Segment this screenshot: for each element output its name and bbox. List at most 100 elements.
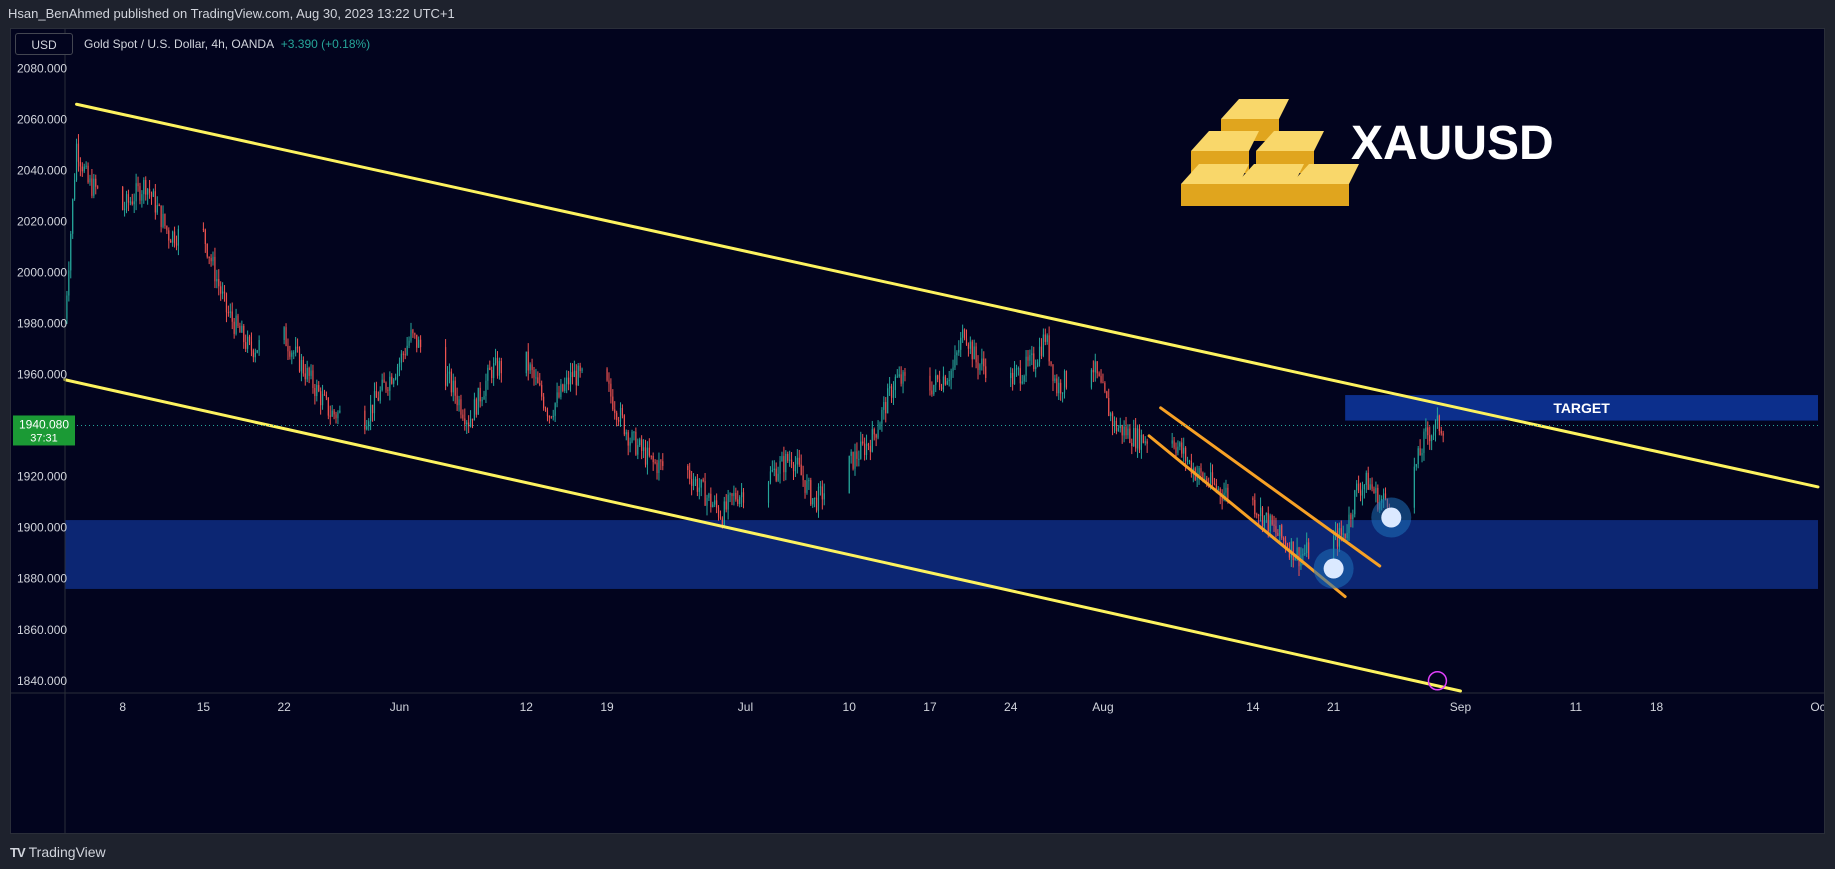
last-price-tag <box>13 415 75 446</box>
candle-body <box>462 414 464 419</box>
tradingview-logo[interactable]: TV TradingView <box>10 836 106 869</box>
candle-body <box>935 375 937 385</box>
candle-body <box>704 481 706 506</box>
candle-body <box>1206 478 1208 484</box>
candle-body <box>1061 392 1064 394</box>
candle-body <box>398 362 401 368</box>
marker-dot <box>1381 507 1402 528</box>
candle-body <box>691 478 693 486</box>
x-tick-label: Aug <box>1092 700 1113 714</box>
candle-body <box>72 199 74 234</box>
candle-body <box>339 410 341 413</box>
candle-body <box>1215 484 1217 490</box>
candle-body <box>692 481 695 486</box>
candle-body <box>243 325 245 343</box>
candles-layer <box>64 134 1444 576</box>
y-tick-label: 2040.000 <box>17 164 67 178</box>
candle-body <box>318 385 320 392</box>
candle-body <box>1110 413 1112 417</box>
candle-body <box>1308 542 1310 559</box>
candle-body <box>575 370 577 386</box>
candle-body <box>808 480 810 482</box>
candle-body <box>644 447 647 465</box>
candle-body <box>1225 487 1227 493</box>
candle-body <box>1102 382 1104 384</box>
candle-body <box>1113 420 1116 426</box>
candle-body <box>321 394 324 406</box>
candle-body <box>569 372 572 385</box>
candle-body <box>1288 548 1291 558</box>
x-tick-label: Oc <box>1810 700 1824 714</box>
candle-body <box>639 439 641 446</box>
candle-body <box>1256 514 1258 516</box>
candle-body <box>885 401 887 414</box>
candle-body <box>414 333 416 335</box>
candle-body <box>562 384 564 391</box>
chart-frame[interactable]: TARGET 2080.000 2060.000 2040.000 2020.000 2… <box>10 28 1825 834</box>
candle-body <box>687 465 689 471</box>
candle-body <box>93 178 95 196</box>
candle-body <box>890 386 893 398</box>
candle-body <box>1050 361 1052 365</box>
candle-body <box>1010 372 1012 378</box>
candle-body <box>552 415 554 418</box>
candle-body <box>554 403 556 416</box>
candle-body <box>222 291 224 294</box>
candle-body <box>1048 335 1050 362</box>
gold-bar-top <box>1291 164 1359 184</box>
candle-body <box>1019 368 1021 384</box>
candle-body <box>170 240 172 243</box>
candle-body <box>227 312 229 314</box>
countdown-value: 37:31 <box>30 432 58 444</box>
candle-body <box>896 376 898 378</box>
candle-body <box>89 178 91 183</box>
candle-body <box>1367 472 1369 490</box>
candle-body <box>1294 557 1296 561</box>
candle-body <box>731 493 733 497</box>
candle-body <box>1356 483 1358 491</box>
candle-body <box>702 479 704 482</box>
channel-upper-line <box>75 102 1820 489</box>
candle-body <box>1210 472 1212 485</box>
y-tick-label: 1960.000 <box>17 368 67 382</box>
candle-body <box>1365 472 1367 485</box>
candle-body <box>296 346 299 349</box>
candle-body <box>887 388 889 414</box>
candle-body <box>1340 528 1342 535</box>
candle-body <box>1065 370 1068 388</box>
candle-body <box>1290 541 1292 558</box>
candle-body <box>241 325 243 333</box>
candle-body <box>202 228 204 230</box>
x-tick-label: 19 <box>600 700 614 714</box>
symbol-legend: Gold Spot / U.S. Dollar, 4h, OANDA +3.39… <box>84 34 370 54</box>
candle-body <box>700 479 702 488</box>
candle-body <box>475 399 477 415</box>
candle-body <box>629 441 631 446</box>
candle-body <box>1013 370 1016 385</box>
candle-body <box>485 380 487 396</box>
candle-body <box>166 225 168 231</box>
candle-body <box>1179 442 1181 447</box>
candle-body <box>327 397 329 416</box>
candle-body <box>391 376 393 384</box>
currency-button[interactable]: USD <box>15 33 73 55</box>
candle-body <box>1037 362 1039 367</box>
price-chart[interactable]: TARGET 2080.0002060.0002040.0002020.0002… <box>11 29 1824 833</box>
x-tick-label: Jun <box>390 700 409 714</box>
candle-body <box>464 418 466 425</box>
publisher-header: Hsan_BenAhmed published on TradingView.c… <box>0 0 1835 28</box>
x-tick-label: Jul <box>738 700 753 714</box>
candle-body <box>960 337 962 350</box>
candle-body <box>1363 484 1365 490</box>
candle-body <box>1012 372 1014 385</box>
candle-body <box>1185 447 1187 461</box>
candle-body <box>137 183 139 187</box>
candle-body <box>650 455 652 457</box>
candle-body <box>479 387 481 402</box>
candle-body <box>931 390 933 395</box>
candle-body <box>333 410 335 415</box>
candle-body <box>783 456 785 473</box>
candle-body <box>304 373 306 380</box>
candle-body <box>312 370 314 388</box>
candle-body <box>494 357 497 364</box>
